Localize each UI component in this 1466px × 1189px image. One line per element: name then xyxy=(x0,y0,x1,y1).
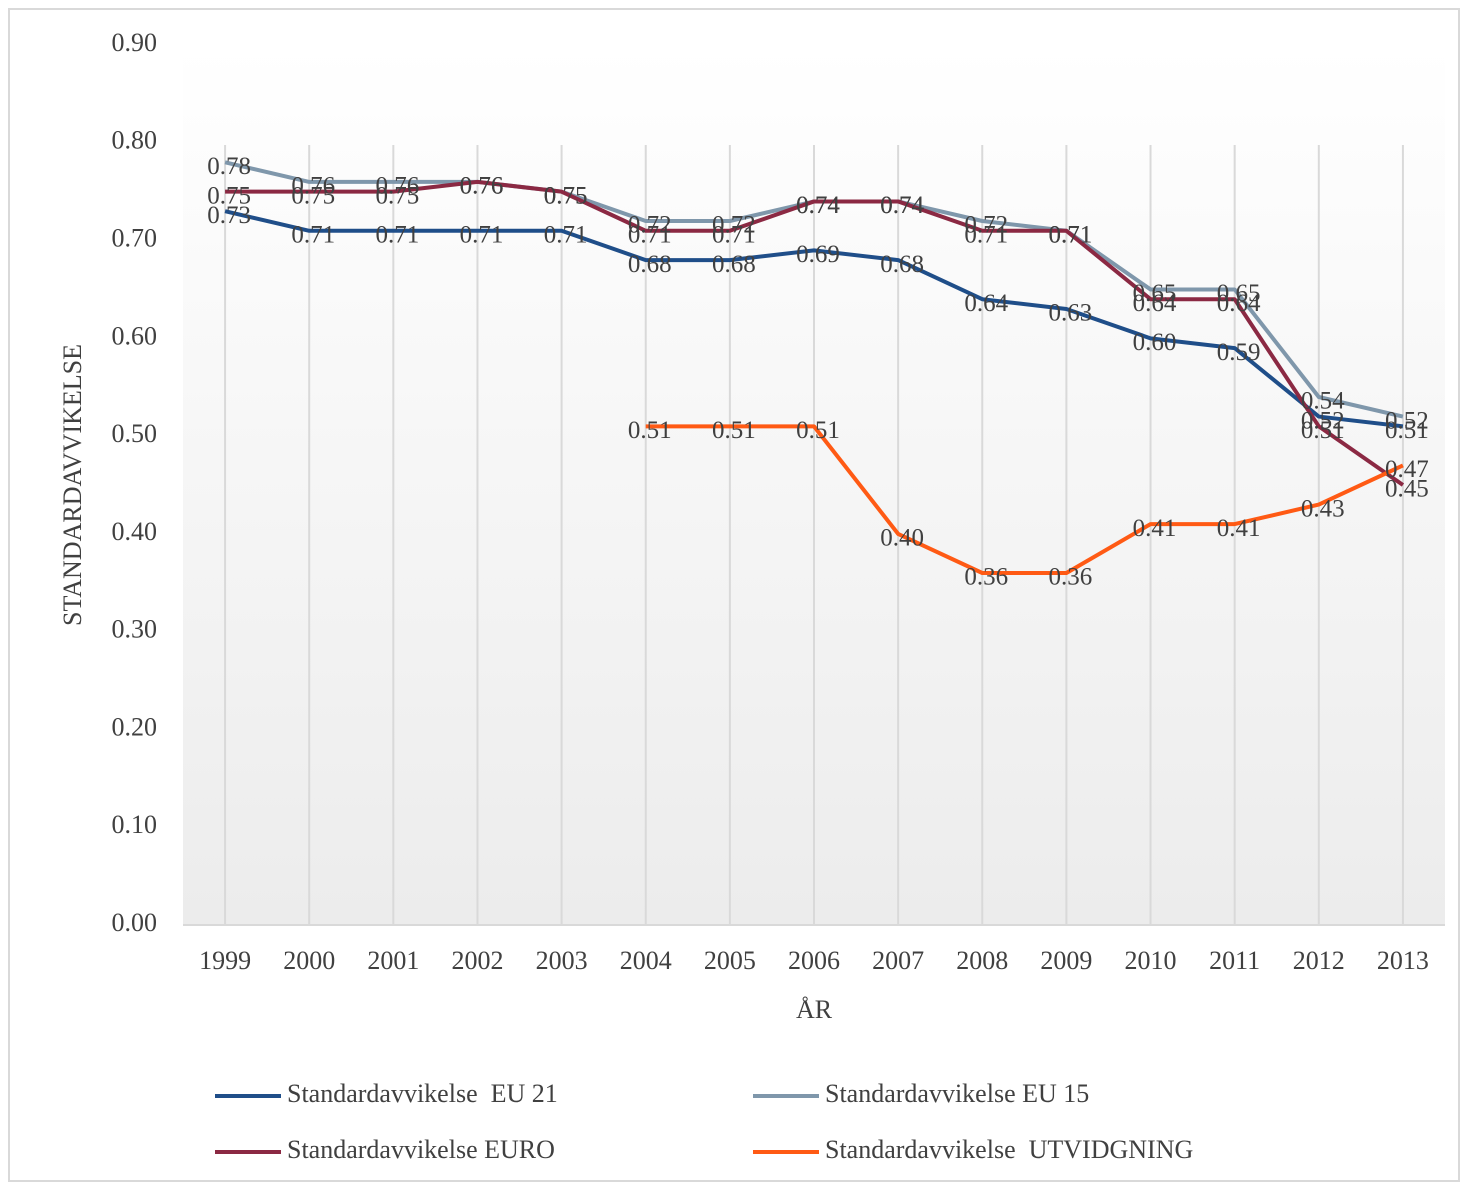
data-label: 0.51 xyxy=(1385,417,1429,444)
y-tick-label: 0.10 xyxy=(112,810,158,839)
y-tick-label: 0.60 xyxy=(112,321,158,350)
data-label: 0.71 xyxy=(375,222,419,249)
data-label: 0.76 xyxy=(460,173,504,200)
x-tick-label: 2013 xyxy=(1377,946,1429,975)
x-tick-label: 2010 xyxy=(1125,946,1177,975)
legend-label: Standardavvikelse EURO xyxy=(287,1135,555,1164)
data-label: 0.64 xyxy=(1133,290,1177,317)
data-label: 0.72 xyxy=(712,212,756,239)
y-tick-label: 0.70 xyxy=(112,224,158,253)
data-label: 0.72 xyxy=(964,212,1008,239)
data-label: 0.47 xyxy=(1385,456,1429,483)
data-label: 0.69 xyxy=(796,241,840,268)
data-label: 0.59 xyxy=(1217,339,1261,366)
x-tick-label: 2003 xyxy=(536,946,588,975)
data-label: 0.43 xyxy=(1301,495,1345,522)
x-tick-label: 2006 xyxy=(788,946,840,975)
data-label: 0.75 xyxy=(544,182,588,209)
x-tick-label: 2008 xyxy=(956,946,1008,975)
y-tick-label: 0.00 xyxy=(112,908,158,937)
legend-label: Standardavvikelse EU 21 xyxy=(287,1079,558,1108)
x-tick-label: 2001 xyxy=(367,946,419,975)
x-tick-label: 2009 xyxy=(1040,946,1092,975)
data-label: 0.71 xyxy=(964,222,1008,249)
data-label: 0.51 xyxy=(712,417,756,444)
x-tick-label: 2005 xyxy=(704,946,756,975)
data-label: 0.68 xyxy=(628,251,672,278)
data-label: 0.51 xyxy=(628,417,672,444)
data-label: 0.41 xyxy=(1133,515,1177,542)
data-label: 0.73 xyxy=(207,202,251,229)
data-label: 0.74 xyxy=(796,192,840,219)
data-label: 0.74 xyxy=(880,192,924,219)
data-label: 0.76 xyxy=(291,173,335,200)
x-tick-label: 2004 xyxy=(620,946,672,975)
data-label: 0.64 xyxy=(964,290,1008,317)
x-tick-label: 2002 xyxy=(451,946,503,975)
data-label: 0.45 xyxy=(1385,476,1429,503)
data-label: 0.65 xyxy=(1133,280,1177,307)
data-label: 0.60 xyxy=(1133,329,1177,356)
data-label: 0.72 xyxy=(628,212,672,239)
series-line xyxy=(225,179,1405,487)
data-label: 0.74 xyxy=(880,192,924,219)
data-label: 0.71 xyxy=(544,222,588,249)
data-label: 0.71 xyxy=(1049,222,1093,249)
x-tick-label: 2007 xyxy=(872,946,924,975)
y-tick-label: 0.50 xyxy=(112,419,158,448)
x-tick-label: 2011 xyxy=(1209,946,1260,975)
y-tick-label: 0.20 xyxy=(112,712,158,741)
data-label: 0.36 xyxy=(1049,564,1093,591)
x-tick-label: 2012 xyxy=(1293,946,1345,975)
y-tick-label: 0.40 xyxy=(112,517,158,546)
data-label: 0.71 xyxy=(291,222,335,249)
data-label: 0.76 xyxy=(375,173,419,200)
data-label: 0.75 xyxy=(291,182,335,209)
data-label: 0.51 xyxy=(1301,417,1345,444)
data-label: 0.68 xyxy=(880,251,924,278)
y-tick-label: 0.90 xyxy=(112,28,158,57)
x-tick-label: 1999 xyxy=(199,946,251,975)
data-label: 0.41 xyxy=(1217,515,1261,542)
data-label: 0.71 xyxy=(460,222,504,249)
legend-label: Standardavvikelse EU 15 xyxy=(825,1079,1089,1108)
y-axis-title: STANDARDAVVIKELSE xyxy=(58,344,87,626)
data-label: 0.64 xyxy=(1217,290,1261,317)
data-label: 0.63 xyxy=(1049,300,1093,327)
data-label: 0.74 xyxy=(796,192,840,219)
series-line xyxy=(224,209,1404,429)
legend-label: Standardavvikelse UTVIDGNING xyxy=(825,1135,1193,1164)
data-label: 0.51 xyxy=(796,417,840,444)
data-label: 0.54 xyxy=(1301,388,1345,415)
data-label: 0.36 xyxy=(964,564,1008,591)
series-line xyxy=(645,424,1404,575)
x-tick-label: 2000 xyxy=(283,946,335,975)
data-label: 0.76 xyxy=(460,173,504,200)
data-label: 0.52 xyxy=(1301,407,1345,434)
y-tick-label: 0.30 xyxy=(112,615,158,644)
x-axis-title: ÅR xyxy=(796,995,833,1024)
data-label: 0.75 xyxy=(375,182,419,209)
data-label: 0.71 xyxy=(1049,222,1093,249)
data-label: 0.75 xyxy=(544,182,588,209)
data-label: 0.71 xyxy=(628,222,672,249)
data-label: 0.52 xyxy=(1385,407,1429,434)
data-label: 0.68 xyxy=(712,251,756,278)
y-tick-label: 0.80 xyxy=(112,126,158,155)
data-label: 0.75 xyxy=(207,182,251,209)
data-label: 0.71 xyxy=(712,222,756,249)
data-label: 0.40 xyxy=(880,525,924,552)
data-label: 0.78 xyxy=(207,153,251,180)
data-label: 0.65 xyxy=(1217,280,1261,307)
